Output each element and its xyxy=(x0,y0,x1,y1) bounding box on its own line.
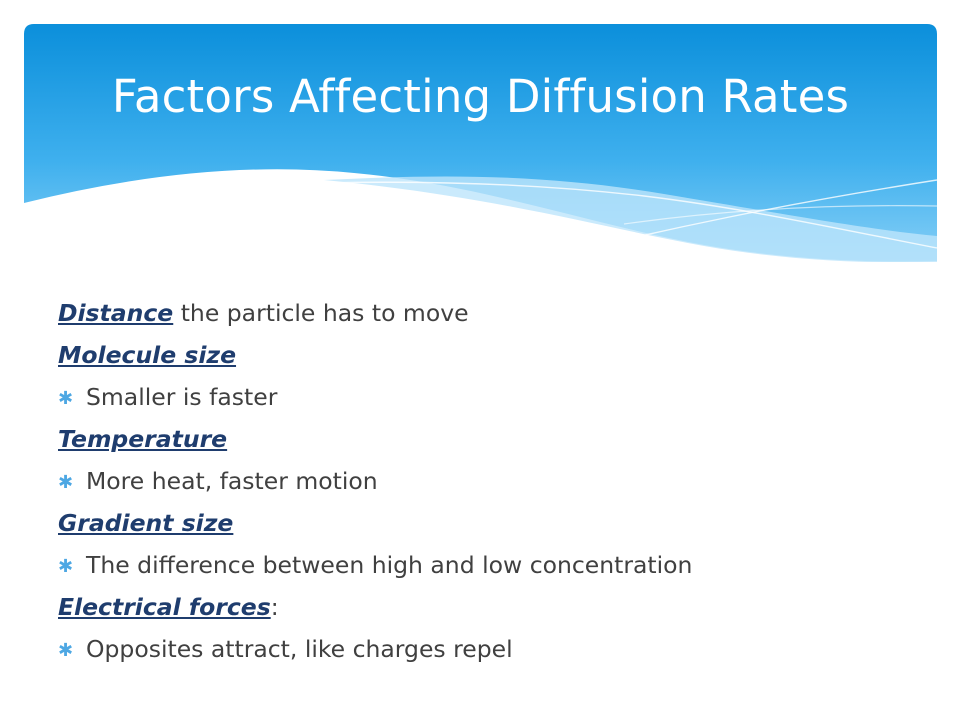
term-electrical-forces: Electrical forces xyxy=(58,593,271,621)
bullet-temperature-text: More heat, faster motion xyxy=(86,467,378,495)
item-electrical-forces: Electrical forces: xyxy=(58,586,938,628)
asterisk-bullet-icon: ✱ xyxy=(58,556,74,577)
title-banner xyxy=(24,24,937,274)
bullet-temperature: ✱ More heat, faster motion xyxy=(58,460,938,502)
bullet-molecule-size: ✱ Smaller is faster xyxy=(58,376,938,418)
bullet-gradient-size-text: The difference between high and low conc… xyxy=(86,551,693,579)
slide-body: Distance the particle has to move Molecu… xyxy=(58,292,938,670)
item-distance: Distance the particle has to move xyxy=(58,292,938,334)
bullet-gradient-size: ✱ The difference between high and low con… xyxy=(58,544,938,586)
term-electrical-forces-rest: : xyxy=(270,593,279,621)
term-gradient-size: Gradient size xyxy=(58,509,234,537)
item-molecule-size: Molecule size xyxy=(58,334,938,376)
asterisk-bullet-icon: ✱ xyxy=(58,388,74,409)
slide-title: Factors Affecting Diffusion Rates xyxy=(111,70,850,123)
term-distance-rest: the particle has to move xyxy=(173,299,469,327)
item-temperature: Temperature xyxy=(58,418,938,460)
asterisk-bullet-icon: ✱ xyxy=(58,640,74,661)
bullet-electrical-forces: ✱ Opposites attract, like charges repel xyxy=(58,628,938,670)
asterisk-bullet-icon: ✱ xyxy=(58,472,74,493)
term-distance: Distance xyxy=(58,299,174,327)
item-gradient-size: Gradient size xyxy=(58,502,938,544)
term-temperature: Temperature xyxy=(58,425,228,453)
wave-banner-graphic xyxy=(24,24,937,274)
term-molecule-size: Molecule size xyxy=(58,341,237,369)
bullet-electrical-forces-text: Opposites attract, like charges repel xyxy=(86,635,513,663)
bullet-molecule-size-text: Smaller is faster xyxy=(86,383,278,411)
